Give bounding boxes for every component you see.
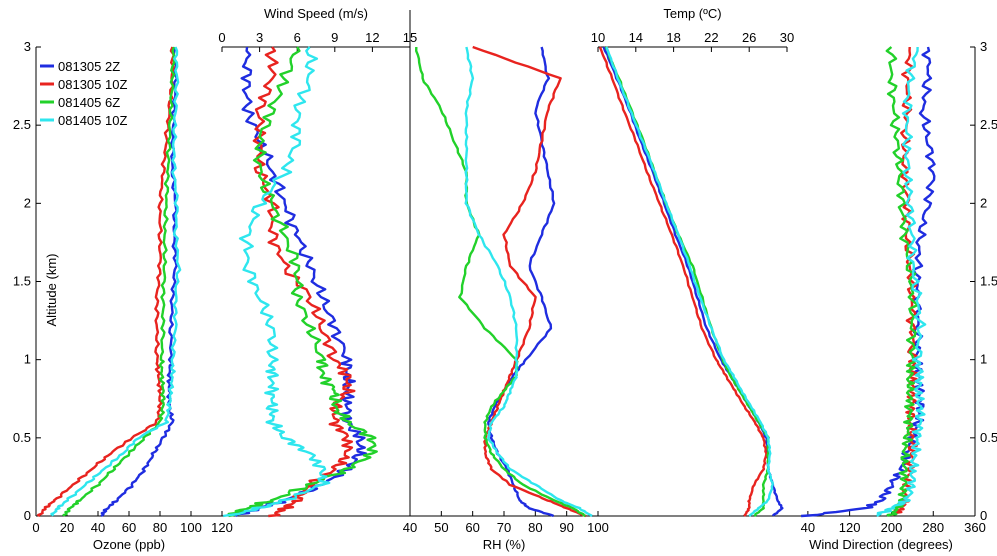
temp-tick-label: 30: [780, 30, 794, 45]
ozone-series-line: [100, 46, 179, 518]
y-tick-label-right: 1: [980, 352, 987, 367]
legend-label: 081405 6Z: [58, 95, 120, 110]
rh-panel: 40 50 60 70 80 90 100 RH (%): [403, 45, 609, 552]
temp-axis-title: Temp (ºC): [663, 6, 721, 21]
wind-speed-tick-label: 3: [256, 30, 263, 45]
wind-speed-tick-label: 6: [294, 30, 301, 45]
wind-direction-tick-label: 40: [801, 520, 815, 535]
ozone-series-line: [62, 46, 176, 517]
rh-tick-label: 40: [403, 520, 417, 535]
ozone-tick-label: 80: [153, 520, 167, 535]
ozone-series-line: [37, 46, 176, 518]
temp-tick-label: 18: [666, 30, 680, 45]
y-tick-label-left: 1: [24, 352, 31, 367]
wind-speed-tick-label: 9: [331, 30, 338, 45]
ozone-tick-label: 0: [32, 520, 39, 535]
y-tick-label-right: 2: [980, 195, 987, 210]
ozone-tick-label: 40: [91, 520, 105, 535]
ozone-panel: 0 20 40 60 80 100 120 Ozone (ppb): [32, 46, 233, 552]
wind-speed-panel: 0 3 6 9 12 15 Wind Speed (m/s): [218, 6, 417, 518]
temp-tick-label: 10: [591, 30, 605, 45]
rh-tick-label: 100: [587, 520, 609, 535]
y-tick-label-left: 0: [24, 508, 31, 523]
wind-speed-series-line: [234, 46, 368, 518]
ozone-axis-title: Ozone (ppb): [93, 537, 165, 552]
temp-series-line: [605, 46, 774, 517]
legend-label: 081305 10Z: [58, 77, 127, 92]
chart-legend: 081305 2Z 081305 10Z 081405 6Z 081405 10Z: [40, 59, 127, 128]
wind-speed-series-line: [223, 46, 331, 518]
y-tick-label-left: 0.5: [13, 430, 31, 445]
wind-speed-tick-label: 15: [403, 30, 417, 45]
legend-label: 081305 2Z: [58, 59, 120, 74]
ozone-tick-label: 100: [180, 520, 202, 535]
rh-series-line: [415, 46, 586, 518]
wind-direction-series-line: [885, 46, 919, 518]
temp-series-line: [598, 46, 768, 517]
ozone-series-line: [50, 46, 182, 517]
rh-axis-title: RH (%): [483, 537, 526, 552]
y-tick-label-right: 3: [980, 39, 987, 54]
rh-series-line: [487, 46, 556, 518]
y-tick-label-right: 2.5: [980, 117, 997, 132]
ozone-tick-label: 20: [60, 520, 74, 535]
ozone-tick-label: 60: [122, 520, 136, 535]
ozone-tick-label: 120: [211, 520, 233, 535]
temp-tick-label: 22: [704, 30, 718, 45]
legend-label: 081405 10Z: [58, 113, 127, 128]
y-tick-label-left: 2.5: [13, 117, 31, 132]
rh-tick-label: 90: [559, 520, 573, 535]
temp-tick-label: 26: [742, 30, 756, 45]
temp-tick-label: 14: [629, 30, 643, 45]
wind-direction-tick-label: 360: [964, 520, 986, 535]
wind-direction-tick-label: 120: [839, 520, 861, 535]
y-axis-title: Altitude (km): [44, 254, 59, 327]
y-tick-label-left: 2: [24, 195, 31, 210]
wind-speed-series-line: [252, 46, 356, 518]
y-tick-label-right: 0: [980, 508, 987, 523]
y-tick-label-left: 3: [24, 39, 31, 54]
wind-direction-axis-title: Wind Direction (degrees): [809, 537, 953, 552]
rh-tick-label: 80: [528, 520, 542, 535]
chart-frame: 0 00.5 0.51 11.5 1.52 22.5 2.53 3: [13, 10, 997, 523]
rh-tick-label: 70: [497, 520, 511, 535]
wind-speed-tick-label: 0: [218, 30, 225, 45]
wind-direction-tick-label: 280: [922, 520, 944, 535]
wind-direction-tick-label: 200: [881, 520, 903, 535]
rh-series-line: [472, 45, 587, 518]
rh-tick-label: 60: [465, 520, 479, 535]
y-tick-label-right: 1.5: [980, 274, 997, 289]
wind-speed-tick-label: 12: [365, 30, 379, 45]
y-tick-label-left: 1.5: [13, 274, 31, 289]
y-tick-label-right: 0.5: [980, 430, 997, 445]
rh-tick-label: 50: [434, 520, 448, 535]
temp-panel: 10 14 18 22 26 30 Temp (ºC): [591, 6, 794, 517]
wind-direction-series-line: [876, 46, 927, 517]
rh-series-line: [464, 46, 593, 518]
wind-speed-axis-title: Wind Speed (m/s): [264, 6, 368, 21]
